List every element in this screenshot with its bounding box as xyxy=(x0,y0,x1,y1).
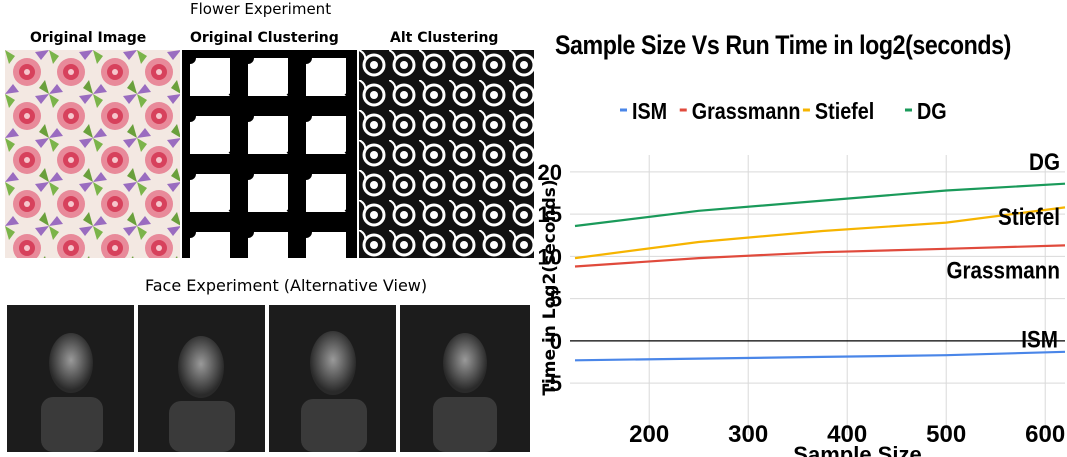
series-line-ism xyxy=(574,350,1066,362)
x-tick-label: 400 xyxy=(827,421,867,448)
caption-original-clustering: Original Clustering xyxy=(190,30,339,46)
x-tick-label: 300 xyxy=(728,421,768,448)
end-label-dg: DG xyxy=(1029,149,1060,176)
legend-label-ism: ISM xyxy=(632,99,667,125)
chart-title: Sample Size Vs Run Time in log2(seconds) xyxy=(555,30,1011,60)
y-tick-label: 0 xyxy=(550,329,562,354)
flower-experiment-title: Flower Experiment xyxy=(190,0,332,18)
y-tick-label: 15 xyxy=(538,202,562,227)
face-images-strip xyxy=(7,305,530,452)
face-image-4 xyxy=(400,305,530,452)
x-tick-label: 500 xyxy=(926,421,966,448)
x-axis-label: Sample Size xyxy=(793,442,921,457)
series-line-stiefel xyxy=(574,206,1066,260)
line-chart: ISM Grassmann Stiefel DG 20 15 10 5 0 -5 200 300 400… xyxy=(538,99,1066,457)
face-image-3 xyxy=(269,305,396,452)
x-tick-label: 200 xyxy=(629,421,669,448)
legend-label-stiefel: Stiefel xyxy=(815,99,874,125)
series-line-dg xyxy=(574,182,1066,228)
caption-original-image: Original Image xyxy=(30,30,147,46)
legend-label-dg: DG xyxy=(917,99,947,125)
end-label-ism: ISM xyxy=(1021,326,1058,353)
caption-alt-clustering: Alt Clustering xyxy=(390,30,499,46)
x-tick-label: 600 xyxy=(1025,421,1065,448)
y-tick-label: -5 xyxy=(542,371,562,396)
face-image-1 xyxy=(7,305,134,452)
end-label-stiefel: Stiefel xyxy=(998,204,1060,231)
face-experiment-title: Face Experiment (Alternative View) xyxy=(145,276,428,295)
flower-original-clustering xyxy=(182,50,357,258)
legend-label-grassmann: Grassmann xyxy=(692,99,801,125)
face-image-2 xyxy=(138,305,265,452)
y-axis-label: Time in Log2(seconds) xyxy=(540,179,560,395)
flower-original-image xyxy=(5,50,180,258)
flower-alt-clustering xyxy=(359,50,534,258)
y-tick-label: 5 xyxy=(550,287,562,312)
end-label-grassmann: Grassmann xyxy=(946,257,1060,284)
series-line-grassmann xyxy=(574,244,1066,268)
y-tick-label: 20 xyxy=(538,160,562,185)
y-tick-label: 10 xyxy=(538,244,562,269)
